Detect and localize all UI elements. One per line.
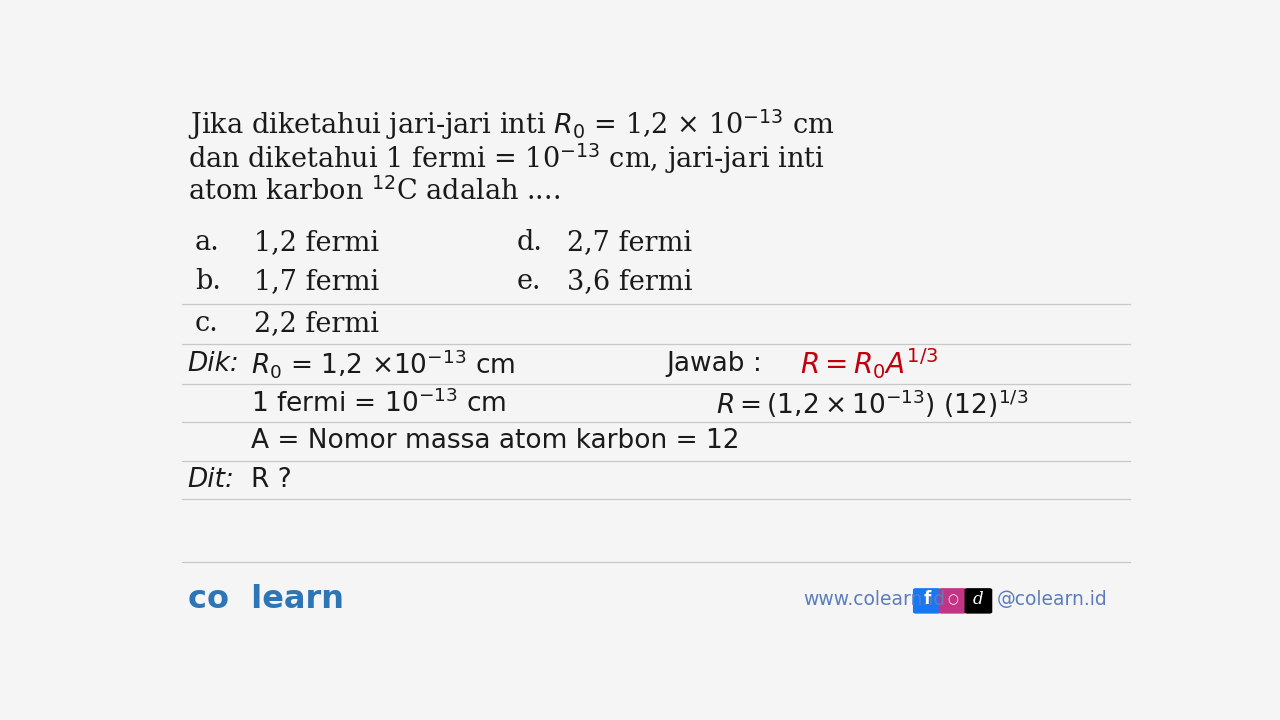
Text: $R = R_0 A^{1/3}$: $R = R_0 A^{1/3}$ bbox=[800, 346, 938, 381]
Text: 1,2 fermi: 1,2 fermi bbox=[255, 229, 379, 256]
Text: $R = (1{,}2 \times 10^{-13})\ (12)^{1/3}$: $R = (1{,}2 \times 10^{-13})\ (12)^{1/3}… bbox=[716, 387, 1028, 420]
Text: c.: c. bbox=[195, 310, 219, 337]
Text: 2,2 fermi: 2,2 fermi bbox=[255, 310, 379, 337]
Text: www.colearn.id: www.colearn.id bbox=[803, 590, 945, 608]
Text: R ?: R ? bbox=[251, 467, 292, 493]
Text: b.: b. bbox=[195, 268, 220, 295]
Text: Dit:: Dit: bbox=[188, 467, 234, 493]
Text: d: d bbox=[973, 590, 984, 608]
FancyBboxPatch shape bbox=[965, 588, 992, 613]
Text: 2,7 fermi: 2,7 fermi bbox=[567, 229, 692, 256]
FancyBboxPatch shape bbox=[913, 588, 941, 613]
Text: f: f bbox=[923, 590, 931, 608]
Text: @colearn.id: @colearn.id bbox=[996, 590, 1107, 608]
Text: co  learn: co learn bbox=[188, 584, 344, 615]
Text: e.: e. bbox=[517, 268, 541, 295]
Text: ○: ○ bbox=[947, 593, 957, 606]
FancyBboxPatch shape bbox=[938, 588, 966, 613]
Text: 1 fermi = 10$^{-13}$ cm: 1 fermi = 10$^{-13}$ cm bbox=[251, 390, 507, 418]
Text: A = Nomor massa atom karbon = 12: A = Nomor massa atom karbon = 12 bbox=[251, 428, 740, 454]
Text: d.: d. bbox=[517, 229, 543, 256]
Text: Jawab :: Jawab : bbox=[666, 351, 762, 377]
Text: Dik:: Dik: bbox=[188, 351, 239, 377]
Text: 1,7 fermi: 1,7 fermi bbox=[255, 268, 379, 295]
Text: Jika diketahui jari-jari inti $R_0$ = 1,2 × 10$^{-13}$ cm: Jika diketahui jari-jari inti $R_0$ = 1,… bbox=[188, 108, 835, 143]
Text: a.: a. bbox=[195, 229, 219, 256]
Text: dan diketahui 1 fermi = 10$^{-13}$ cm, jari-jari inti: dan diketahui 1 fermi = 10$^{-13}$ cm, j… bbox=[188, 141, 824, 176]
Text: atom karbon $^{12}$C adalah ....: atom karbon $^{12}$C adalah .... bbox=[188, 178, 559, 206]
Text: $R_0$ = 1,2 ×10$^{-13}$ cm: $R_0$ = 1,2 ×10$^{-13}$ cm bbox=[251, 347, 516, 380]
Text: 3,6 fermi: 3,6 fermi bbox=[567, 268, 692, 295]
